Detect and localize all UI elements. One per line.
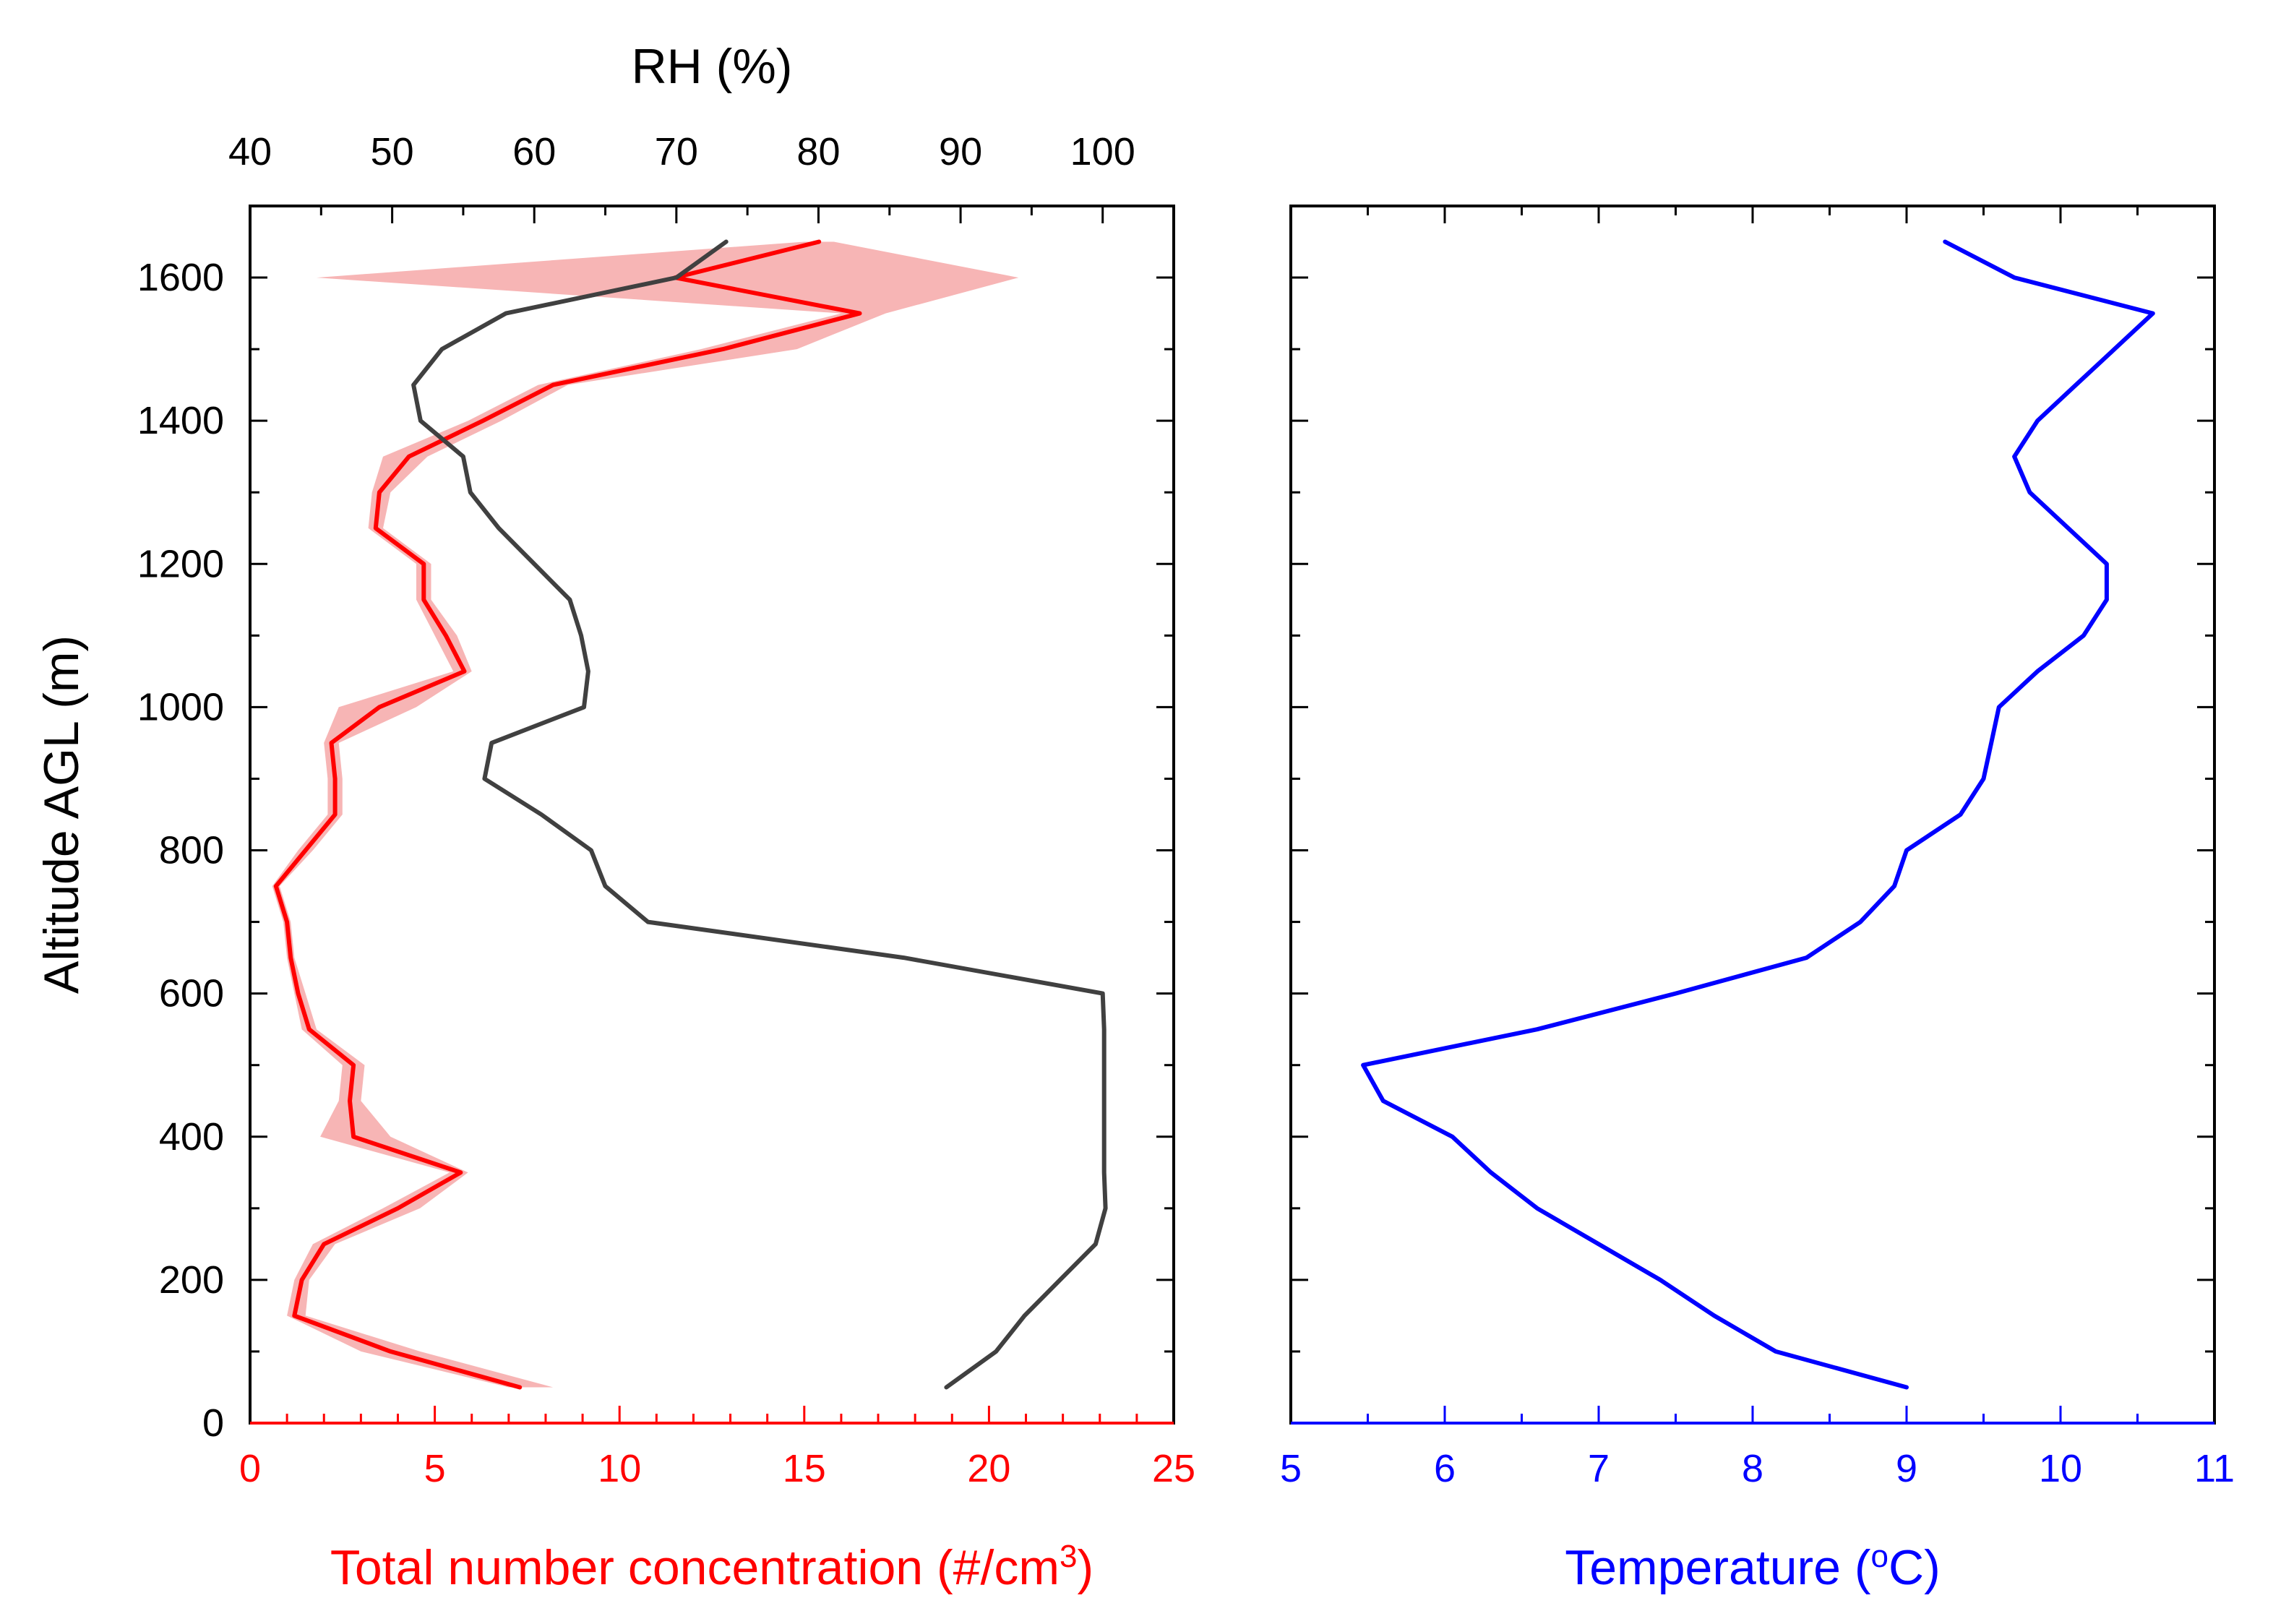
y-tick-label: 1000 bbox=[137, 685, 224, 729]
y-tick-label: 0 bbox=[202, 1401, 224, 1445]
temperature-tick-label: 5 bbox=[1280, 1447, 1302, 1490]
x-bottom-tick-label: 10 bbox=[598, 1447, 641, 1490]
y-tick-label: 600 bbox=[159, 972, 224, 1015]
y-tick-labels: 0 200 400 600 800 1000 1200 1400 1600 bbox=[137, 256, 224, 1445]
x-bottom-tick-label: 15 bbox=[783, 1447, 826, 1490]
x-bottom-tick-labels: 0 5 10 15 20 25 bbox=[239, 1447, 1195, 1490]
x-top-tick-label: 50 bbox=[371, 130, 414, 173]
x-top-tick-labels: 40 50 60 70 80 90 100 bbox=[228, 130, 1135, 173]
series-line-concentration bbox=[273, 239, 862, 1390]
x-top-tick-label: 40 bbox=[228, 130, 272, 173]
y-tick-label: 1200 bbox=[137, 542, 224, 585]
temperature-tick-labels: 5 6 7 8 9 10 11 bbox=[1280, 1447, 2235, 1490]
right-ticks bbox=[1289, 206, 2216, 1425]
right-plot-frame bbox=[1289, 205, 2216, 1425]
x-top-axis-title: RH (%) bbox=[632, 39, 793, 94]
x-bottom-title-sup: 3 bbox=[1060, 1539, 1077, 1574]
x-top-tick-label: 100 bbox=[1070, 130, 1135, 173]
x-bottom-tick-label: 0 bbox=[239, 1447, 261, 1490]
left-panel: 0 200 400 600 800 1000 1200 1400 1600 0 5 10 15 20 25… bbox=[34, 39, 1195, 1595]
right-panel: 5 6 7 8 9 10 11 Temperature (oC) bbox=[1280, 205, 2235, 1596]
temperature-title-main: Temperature ( bbox=[1565, 1540, 1871, 1595]
y-tick-label: 800 bbox=[159, 829, 224, 872]
left-plot-area bbox=[272, 239, 1108, 1390]
series-line-temperature bbox=[1361, 239, 2155, 1390]
left-plot-frame bbox=[249, 205, 1175, 1425]
series-line-rh bbox=[411, 239, 1108, 1390]
temperature-tick-label: 6 bbox=[1434, 1447, 1456, 1490]
x-bottom-title-main: Total number concentration (#/cm bbox=[330, 1540, 1060, 1595]
temperature-tick-label: 7 bbox=[1588, 1447, 1610, 1490]
temperature-tick-label: 9 bbox=[1896, 1447, 1917, 1490]
x-top-tick-label: 80 bbox=[796, 130, 840, 173]
x-bottom-axis-title: Total number concentration (#/cm3) bbox=[330, 1539, 1093, 1596]
temperature-tick-label: 10 bbox=[2039, 1447, 2082, 1490]
temperature-tick-label: 11 bbox=[2194, 1447, 2235, 1490]
x-bottom-tick-label: 25 bbox=[1152, 1447, 1195, 1490]
temperature-tick-label: 8 bbox=[1742, 1447, 1763, 1490]
x-top-tick-label: 70 bbox=[655, 130, 698, 173]
temperature-title-end: C) bbox=[1889, 1540, 1941, 1595]
y-tick-label: 1600 bbox=[137, 256, 224, 299]
temperature-title-sup: o bbox=[1871, 1539, 1889, 1574]
left-ticks bbox=[249, 206, 1175, 1425]
x-bottom-tick-label: 5 bbox=[424, 1447, 446, 1490]
temperature-axis-title: Temperature (oC) bbox=[1565, 1539, 1941, 1596]
y-tick-label: 200 bbox=[159, 1258, 224, 1302]
x-bottom-tick-label: 20 bbox=[967, 1447, 1010, 1490]
y-tick-label: 1400 bbox=[137, 399, 224, 442]
x-top-tick-label: 60 bbox=[512, 130, 556, 173]
x-top-tick-label: 90 bbox=[939, 130, 982, 173]
y-tick-label: 400 bbox=[159, 1115, 224, 1159]
right-plot-area bbox=[1361, 239, 2155, 1390]
x-bottom-title-end: ) bbox=[1077, 1540, 1093, 1595]
y-axis-title: Altitude AGL (m) bbox=[34, 635, 89, 994]
